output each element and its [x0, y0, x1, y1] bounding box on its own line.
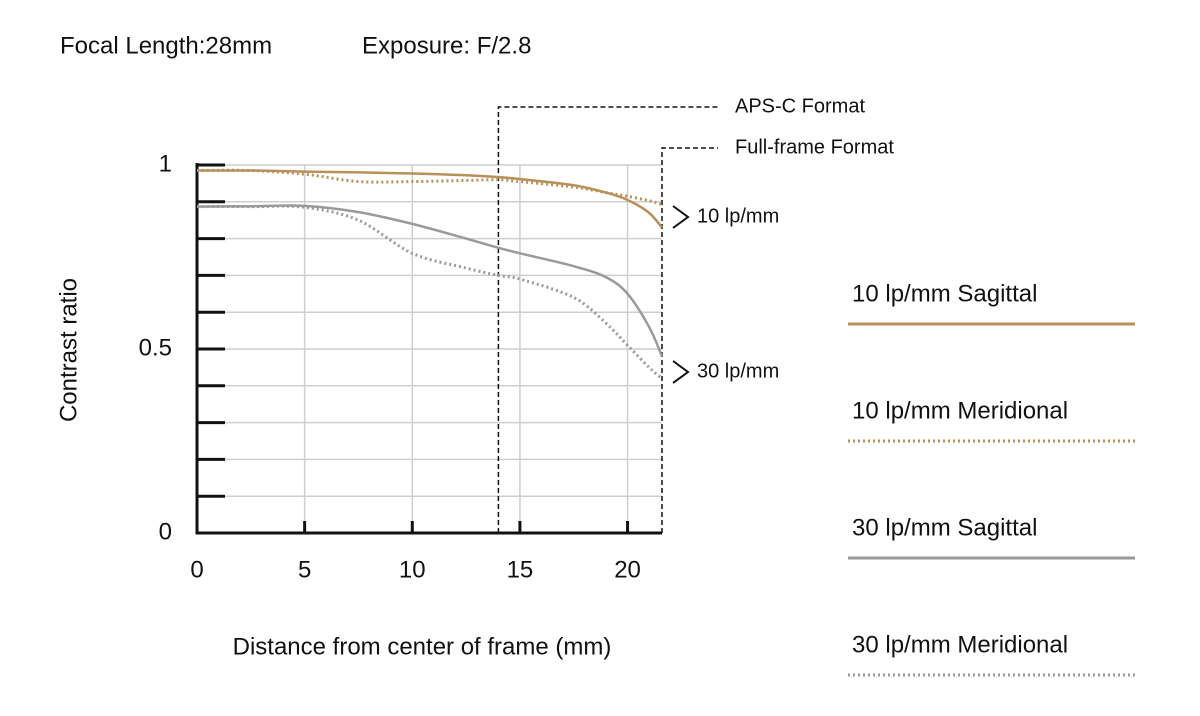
group-chevron — [672, 360, 690, 384]
series-line — [196, 204, 663, 380]
y-axis-label: Contrast ratio — [55, 278, 82, 422]
legend-label: 10 lp/mm Sagittal — [852, 280, 1037, 307]
legend-label: 30 lp/mm Meridional — [852, 631, 1068, 658]
x-axis-label: Distance from center of frame (mm) — [233, 633, 612, 660]
series-line — [196, 169, 663, 229]
x-tick-label: 5 — [298, 556, 311, 583]
group-label: 10 lp/mm — [697, 205, 779, 227]
legend-label: 10 lp/mm Meridional — [852, 397, 1068, 424]
group-chevron — [672, 205, 690, 229]
annotation-label: Full-frame Format — [735, 136, 894, 158]
group-label: 30 lp/mm — [697, 360, 779, 382]
chart-title: Focal Length:28mm — [60, 32, 272, 59]
annotation-label: APS-C Format — [735, 95, 865, 117]
format-boundary — [497, 106, 718, 533]
x-tick-label: 0 — [190, 556, 203, 583]
x-tick-label: 10 — [399, 556, 426, 583]
legend-label: 30 lp/mm Sagittal — [852, 514, 1037, 541]
y-tick-label: 0.5 — [139, 334, 172, 361]
x-tick-label: 15 — [507, 556, 534, 583]
series-line — [196, 168, 663, 206]
y-tick-label: 0 — [159, 518, 172, 545]
y-tick-label: 1 — [159, 150, 172, 177]
chart-subtitle: Exposure: F/2.8 — [362, 32, 531, 59]
x-tick-label: 20 — [614, 556, 641, 583]
series-line — [196, 204, 664, 357]
format-boundary — [661, 147, 718, 533]
